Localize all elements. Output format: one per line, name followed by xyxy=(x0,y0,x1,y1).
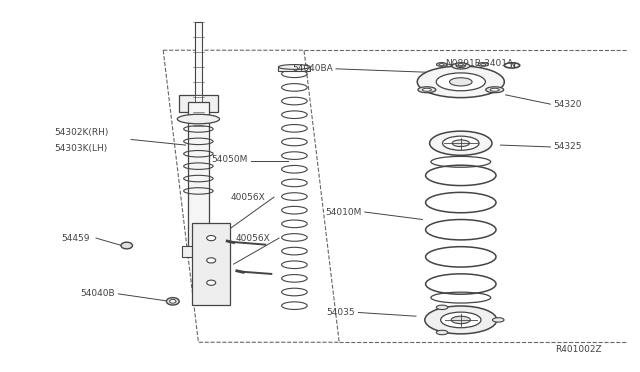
Ellipse shape xyxy=(207,235,216,241)
Ellipse shape xyxy=(429,131,492,155)
Ellipse shape xyxy=(504,63,520,68)
Bar xyxy=(192,223,230,305)
Text: 54035: 54035 xyxy=(326,308,355,317)
Ellipse shape xyxy=(458,64,463,65)
Text: 54050M: 54050M xyxy=(211,155,248,164)
Ellipse shape xyxy=(207,280,216,285)
Text: 54303K(LH): 54303K(LH) xyxy=(54,144,108,153)
Text: 54320: 54320 xyxy=(554,100,582,109)
Ellipse shape xyxy=(417,66,504,98)
Text: 54040B: 54040B xyxy=(80,289,115,298)
Text: N0891B-3401A: N0891B-3401A xyxy=(445,59,513,68)
Ellipse shape xyxy=(177,114,220,124)
Ellipse shape xyxy=(451,316,470,324)
Ellipse shape xyxy=(278,65,310,69)
Text: 40056X: 40056X xyxy=(236,234,270,243)
Ellipse shape xyxy=(478,62,488,66)
Ellipse shape xyxy=(425,306,497,334)
Text: R401002Z: R401002Z xyxy=(555,345,602,354)
Ellipse shape xyxy=(121,242,132,249)
Text: 54040BA: 54040BA xyxy=(292,64,333,73)
Bar xyxy=(195,95,202,112)
Ellipse shape xyxy=(439,64,444,65)
Ellipse shape xyxy=(443,136,479,150)
Ellipse shape xyxy=(486,87,504,93)
Ellipse shape xyxy=(452,63,470,69)
Text: 40056X: 40056X xyxy=(230,193,265,202)
Ellipse shape xyxy=(490,88,499,91)
Bar xyxy=(188,102,209,253)
Bar xyxy=(278,67,310,71)
Ellipse shape xyxy=(493,318,504,322)
Text: 54302K(RH): 54302K(RH) xyxy=(54,128,109,137)
Ellipse shape xyxy=(452,140,470,147)
Text: 54010M: 54010M xyxy=(325,208,362,217)
Ellipse shape xyxy=(440,312,481,328)
Text: (6): (6) xyxy=(467,76,480,84)
Ellipse shape xyxy=(456,64,465,67)
Bar xyxy=(195,22,202,141)
Ellipse shape xyxy=(166,298,179,305)
Ellipse shape xyxy=(418,87,436,93)
Text: 54459: 54459 xyxy=(61,234,90,243)
Text: N: N xyxy=(509,62,515,68)
Bar xyxy=(182,246,214,257)
Ellipse shape xyxy=(481,64,486,65)
Text: 54325: 54325 xyxy=(554,142,582,151)
Bar xyxy=(179,95,218,112)
Ellipse shape xyxy=(449,78,472,86)
Ellipse shape xyxy=(436,62,447,66)
Ellipse shape xyxy=(170,299,176,303)
Ellipse shape xyxy=(436,330,448,335)
Ellipse shape xyxy=(207,258,216,263)
Ellipse shape xyxy=(422,88,431,91)
Ellipse shape xyxy=(436,73,485,91)
Ellipse shape xyxy=(456,62,466,66)
Ellipse shape xyxy=(436,305,448,310)
